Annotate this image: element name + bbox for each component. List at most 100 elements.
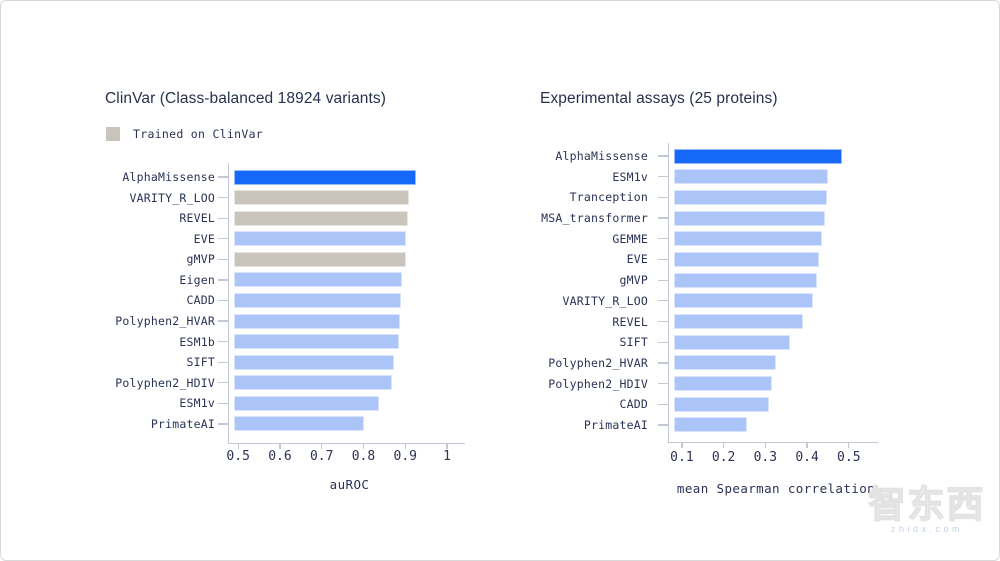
x-axis-title-auroc: auROC	[329, 477, 370, 492]
x-tick-mark	[806, 442, 808, 448]
category-label: AlphaMissense	[122, 170, 215, 184]
category-label: Polyphen2_HDIV	[548, 376, 648, 391]
y-tick-mark	[218, 402, 228, 404]
legend-swatch	[106, 127, 120, 141]
x-tick-label: 0.1	[670, 450, 694, 465]
y-tick-mark	[658, 155, 668, 157]
y-tick-mark	[658, 279, 668, 281]
category-label: Polyphen2_HVAR	[115, 314, 215, 329]
category-label: GEMME	[612, 231, 648, 246]
bar-Polyphen2_HDIV	[234, 375, 392, 391]
bar-REVEL	[234, 210, 409, 226]
x-tick-label: 0.5	[837, 450, 861, 465]
bar-VARITY_R_LOO	[234, 190, 410, 206]
x-tick-label: 0.7	[309, 449, 334, 464]
y-tick-mark	[218, 341, 228, 343]
bar-REVEL	[674, 314, 803, 330]
x-tick-mark	[321, 443, 323, 449]
category-label: PrimateAI	[583, 417, 648, 432]
y-tick-mark	[658, 320, 668, 323]
y-tick-mark	[218, 320, 228, 322]
category-label: gMVP	[186, 252, 215, 267]
y-tick-mark	[658, 238, 668, 240]
x-tick-mark	[446, 443, 448, 449]
watermark-logo-text: 智东西	[868, 483, 986, 525]
y-tick-mark	[658, 424, 668, 426]
y-tick-mark	[218, 382, 228, 384]
x-tick-mark	[681, 442, 683, 448]
category-label: SIFT	[619, 335, 648, 350]
bar-ESM1v	[674, 169, 828, 185]
x-tick-label: 0.9	[393, 449, 417, 464]
bar-PrimateAI	[674, 417, 747, 433]
category-label: ESM1b	[179, 334, 215, 349]
y-tick-mark	[658, 217, 668, 219]
bar-Polyphen2_HVAR	[234, 313, 401, 329]
y-tick-mark	[658, 362, 668, 364]
bar-Tranception	[674, 189, 828, 205]
x-tick-mark	[404, 443, 406, 449]
category-label: Polyphen2_HDIV	[115, 375, 215, 390]
category-label: AlphaMissense	[555, 149, 648, 163]
category-label: Tranception	[569, 190, 648, 205]
category-label: ESM1v	[179, 396, 215, 411]
bar-gMVP	[674, 272, 818, 288]
category-label: MSA_transformer	[541, 211, 648, 226]
x-tick-mark	[362, 443, 365, 449]
bar-EVE	[674, 251, 820, 267]
bar-GEMME	[674, 231, 823, 247]
category-label: REVEL	[612, 314, 648, 329]
x-tick-mark	[237, 443, 239, 449]
bar-Eigen	[234, 272, 402, 288]
category-label: VARITY_R_LOO	[129, 190, 215, 205]
category-label: SIFT	[186, 355, 215, 370]
category-label: CADD	[619, 397, 648, 412]
y-tick-mark	[658, 176, 668, 178]
y-tick-mark	[218, 238, 228, 240]
bar-CADD	[674, 396, 770, 412]
x-tick-label: 0.4	[795, 450, 819, 465]
y-axis-line	[668, 143, 670, 442]
chart-title-assays: Experimental assays (25 proteins)	[540, 90, 778, 107]
x-axis-title-spearman: mean Spearman correlation	[676, 481, 876, 496]
x-tick-label: 0.5	[226, 449, 250, 464]
bar-ESM1b	[234, 334, 399, 350]
y-tick-mark	[658, 403, 668, 405]
category-label: EVE	[193, 231, 215, 246]
y-tick-mark	[658, 196, 668, 198]
x-tick-label: 1	[443, 449, 451, 464]
x-tick-label: 0.2	[711, 450, 736, 465]
x-tick-label: 0.8	[351, 449, 376, 464]
bar-gMVP	[234, 251, 407, 267]
bar-AlphaMissense	[674, 148, 843, 164]
bar-Polyphen2_HVAR	[674, 355, 776, 371]
x-tick-mark	[848, 442, 850, 448]
category-label: CADD	[186, 293, 215, 308]
x-tick-mark	[764, 442, 766, 448]
y-axis-line	[228, 163, 230, 443]
y-tick-mark	[218, 258, 228, 260]
bar-AlphaMissense	[234, 169, 417, 185]
x-tick-label: 0.6	[268, 449, 292, 464]
y-tick-mark	[658, 258, 668, 261]
category-label: ESM1v	[612, 169, 648, 184]
y-tick-mark	[658, 383, 668, 385]
bar-VARITY_R_LOO	[674, 293, 813, 309]
y-tick-mark	[218, 423, 228, 425]
y-tick-mark	[218, 299, 228, 302]
category-label: PrimateAI	[150, 416, 215, 431]
x-tick-mark	[723, 442, 725, 448]
x-tick-mark	[279, 443, 281, 449]
category-label: Eigen	[179, 272, 215, 287]
bar-SIFT	[234, 354, 394, 370]
x-axis-line	[668, 442, 878, 444]
y-tick-mark	[658, 341, 668, 343]
bar-EVE	[234, 231, 406, 247]
bar-ESM1v	[234, 395, 380, 411]
category-label: EVE	[626, 252, 648, 267]
bar-SIFT	[674, 334, 790, 350]
x-axis-line	[228, 443, 465, 445]
